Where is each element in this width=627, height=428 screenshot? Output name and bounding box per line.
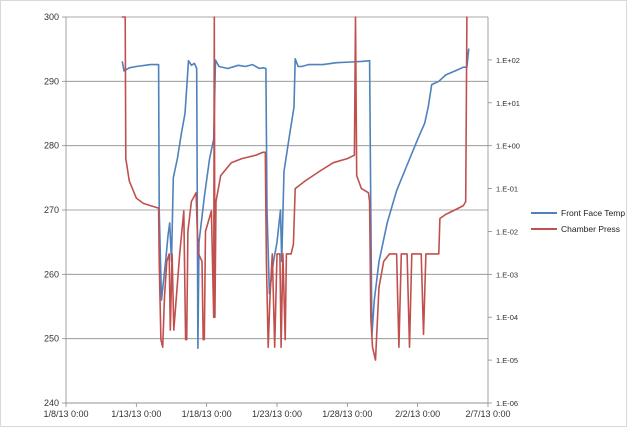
- series-layer: [121, 16, 470, 361]
- y-left-tick-label: 270: [44, 205, 59, 215]
- y-right-tick-label: 1.E-06: [496, 399, 518, 408]
- y-right-tick-label: 1.E-02: [496, 227, 518, 236]
- y-right-tick-label: 1.E-04: [496, 313, 518, 322]
- y-right-tick-label: 1.E-01: [496, 185, 518, 194]
- legend: Front Face Temp Chamber Press: [531, 208, 625, 234]
- y-left-tick-label: 250: [44, 334, 59, 344]
- x-tick-label: 1/8/13 0:00: [43, 409, 88, 419]
- legend-label: Chamber Press: [561, 224, 620, 234]
- y-left-tick-label: 260: [44, 269, 59, 279]
- x-tick-label: 2/2/13 0:00: [395, 409, 440, 419]
- y-left-tick-label: 280: [44, 141, 59, 151]
- y-left-tick-label: 300: [44, 12, 59, 22]
- x-tick-label: 1/28/13 0:00: [322, 409, 372, 419]
- y-right-tick-label: 1.E-03: [496, 270, 518, 279]
- y-right-tick-label: 1.E+01: [496, 99, 520, 108]
- x-tick-label: 1/13/13 0:00: [111, 409, 161, 419]
- x-tick-label: 1/18/13 0:00: [182, 409, 232, 419]
- series-line-front-face-temp: [121, 48, 470, 350]
- y-right-tick-label: 1.E+00: [496, 142, 520, 151]
- axes: 240 250 260 270 280 290 300 1.E-06 1.E-05 1.E-04 1…: [43, 12, 520, 419]
- x-tick-label: 1/23/13 0:00: [252, 409, 302, 419]
- x-tick-label: 2/7/13 0:00: [465, 409, 510, 419]
- y-right-tick-label: 1.E+02: [496, 56, 520, 65]
- series-line-chamber-press: [121, 16, 468, 361]
- y-left-tick-label: 240: [44, 398, 59, 408]
- legend-label: Front Face Temp: [561, 208, 625, 218]
- y-right-tick-label: 1.E-05: [496, 356, 518, 365]
- y-left-tick-label: 290: [44, 76, 59, 86]
